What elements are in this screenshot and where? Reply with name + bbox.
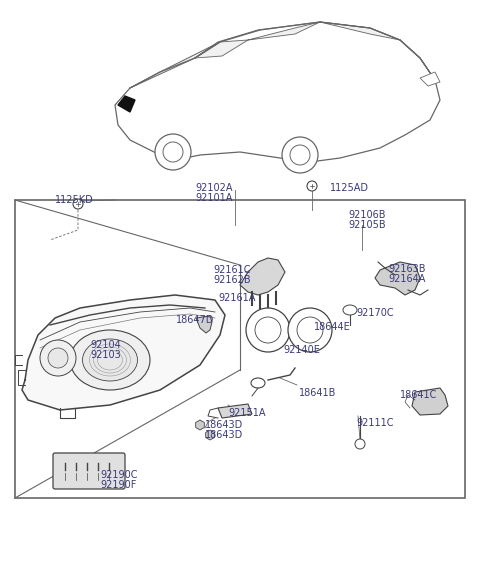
Polygon shape: [130, 42, 220, 88]
Circle shape: [40, 340, 76, 376]
Ellipse shape: [83, 339, 137, 381]
Text: 92102A: 92102A: [195, 183, 232, 193]
Circle shape: [282, 137, 318, 173]
Polygon shape: [320, 22, 400, 40]
Text: 92106B: 92106B: [348, 210, 385, 220]
Polygon shape: [375, 262, 420, 295]
Text: 18643D: 18643D: [205, 420, 243, 430]
Circle shape: [155, 134, 191, 170]
Circle shape: [255, 317, 281, 343]
Circle shape: [163, 142, 183, 162]
Text: 92104: 92104: [90, 340, 121, 350]
Bar: [15, 200, 465, 498]
Circle shape: [246, 308, 290, 352]
Text: 92190F: 92190F: [100, 480, 136, 490]
Polygon shape: [118, 96, 135, 112]
Circle shape: [355, 439, 365, 449]
Ellipse shape: [343, 305, 357, 315]
Circle shape: [297, 317, 323, 343]
Text: 18644E: 18644E: [314, 322, 351, 332]
Ellipse shape: [251, 378, 265, 388]
Text: 92101A: 92101A: [195, 193, 232, 203]
Text: 92111C: 92111C: [356, 418, 394, 428]
Text: 92161A: 92161A: [218, 293, 255, 303]
Text: 92103: 92103: [90, 350, 121, 360]
Circle shape: [48, 348, 68, 368]
Polygon shape: [22, 295, 225, 410]
Text: 92140E: 92140E: [283, 345, 320, 355]
Polygon shape: [195, 40, 248, 58]
Polygon shape: [240, 258, 285, 295]
Ellipse shape: [70, 330, 150, 390]
Text: 1125KD: 1125KD: [55, 195, 94, 205]
Text: 92164A: 92164A: [388, 274, 425, 284]
Text: 92190C: 92190C: [100, 470, 137, 480]
Text: 18641C: 18641C: [400, 390, 437, 400]
Text: 92105B: 92105B: [348, 220, 385, 230]
Text: 18641B: 18641B: [299, 388, 336, 398]
Circle shape: [288, 308, 332, 352]
Text: 18643D: 18643D: [205, 430, 243, 440]
Text: 1125AD: 1125AD: [330, 183, 369, 193]
Text: 92162B: 92162B: [213, 275, 251, 285]
Circle shape: [307, 181, 317, 191]
Text: 92151A: 92151A: [228, 408, 265, 418]
Polygon shape: [248, 22, 320, 40]
Text: 92170C: 92170C: [356, 308, 394, 318]
Polygon shape: [420, 72, 440, 86]
Circle shape: [73, 199, 83, 209]
Polygon shape: [412, 388, 448, 415]
Text: 92161C: 92161C: [213, 265, 251, 275]
Circle shape: [290, 145, 310, 165]
Polygon shape: [218, 404, 252, 418]
Text: 92163B: 92163B: [388, 264, 425, 274]
Polygon shape: [196, 316, 212, 333]
Polygon shape: [400, 40, 435, 80]
Text: 18647D: 18647D: [176, 315, 215, 325]
FancyBboxPatch shape: [53, 453, 125, 489]
